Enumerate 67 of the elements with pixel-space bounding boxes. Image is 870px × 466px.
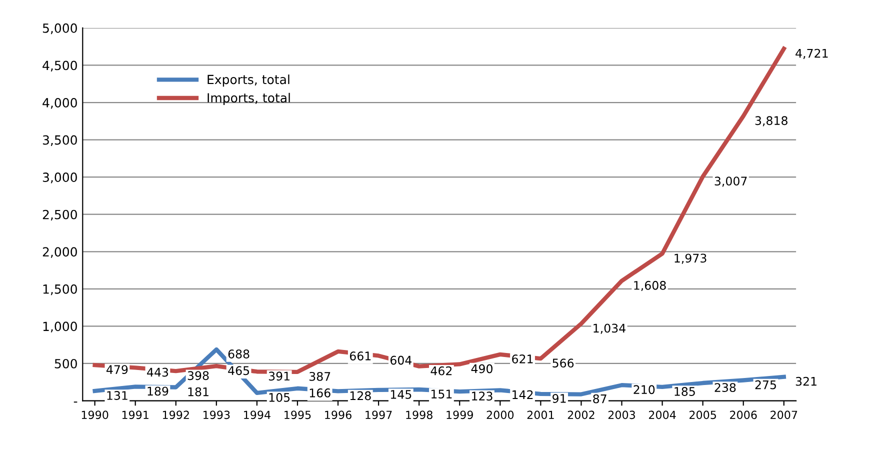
x-tick-label: 1990 bbox=[82, 410, 108, 420]
data-label: 688 bbox=[228, 350, 250, 358]
y-tick-label: 2,000 bbox=[42, 247, 77, 258]
y-tick-label: 2,500 bbox=[42, 210, 77, 221]
data-label: 321 bbox=[796, 376, 816, 386]
data-label: 3,818 bbox=[755, 116, 788, 126]
x-tick-label: 1997 bbox=[366, 410, 392, 420]
legend-label: Exports, total bbox=[208, 74, 290, 87]
x-tick-label: 1995 bbox=[284, 410, 311, 420]
data-label: 1,034 bbox=[594, 324, 626, 334]
y-tick-label: 3,500 bbox=[42, 135, 77, 146]
data-label: 398 bbox=[188, 371, 209, 380]
x-tick-label: 2006 bbox=[730, 410, 757, 420]
data-label: 185 bbox=[674, 387, 695, 396]
data-label: 166 bbox=[310, 388, 330, 398]
y-tick-label: 4,500 bbox=[42, 60, 77, 72]
x-tick-label: 2002 bbox=[568, 410, 594, 420]
data-label: 131 bbox=[107, 391, 128, 400]
data-label: 479 bbox=[106, 365, 128, 374]
data-label: 128 bbox=[350, 391, 371, 400]
data-label: 621 bbox=[512, 354, 533, 364]
x-tick-label: 1993 bbox=[203, 410, 230, 420]
x-tick-label: 1991 bbox=[122, 410, 148, 420]
data-label: 145 bbox=[390, 390, 412, 399]
x-tick-label: 2001 bbox=[527, 410, 554, 420]
data-label: 387 bbox=[309, 372, 330, 381]
data-label: 462 bbox=[430, 366, 452, 376]
data-label: 661 bbox=[350, 352, 371, 360]
x-tick-label: 2000 bbox=[486, 410, 514, 420]
x-tick-label: 1994 bbox=[244, 410, 270, 420]
y-tick-label: 5,000 bbox=[42, 23, 77, 34]
data-label: 181 bbox=[188, 387, 208, 396]
x-tick-label: 1996 bbox=[325, 410, 352, 420]
x-tick-label: 2003 bbox=[608, 410, 635, 420]
data-label: 4,721 bbox=[796, 48, 828, 59]
data-label: 123 bbox=[472, 392, 492, 401]
legend-label: Imports, total bbox=[208, 92, 290, 105]
x-tick-label: 2005 bbox=[689, 410, 716, 420]
data-label: 189 bbox=[148, 386, 168, 396]
x-tick-label: 2004 bbox=[648, 410, 676, 420]
y-tick-label: 3,000 bbox=[42, 172, 77, 184]
y-tick-label: - bbox=[74, 402, 78, 403]
y-tick-label: 1,500 bbox=[43, 284, 77, 296]
data-label: 142 bbox=[512, 390, 533, 399]
data-label: 1,973 bbox=[674, 254, 706, 264]
x-tick-label: 1999 bbox=[446, 410, 473, 420]
data-label: 87 bbox=[593, 394, 606, 404]
data-label: 465 bbox=[228, 366, 250, 376]
data-label: 151 bbox=[431, 390, 452, 398]
data-label: 238 bbox=[714, 383, 736, 392]
data-label: 91 bbox=[552, 394, 566, 403]
y-tick-label: 500 bbox=[54, 358, 77, 368]
data-label: 490 bbox=[471, 364, 492, 374]
data-label: 105 bbox=[269, 392, 290, 402]
x-tick-label: 1998 bbox=[406, 410, 432, 420]
x-tick-label: 1992 bbox=[162, 410, 189, 420]
data-label: 3,007 bbox=[714, 176, 747, 187]
data-label: 443 bbox=[147, 368, 168, 377]
data-label: 566 bbox=[552, 358, 574, 368]
y-tick-label: 4,000 bbox=[42, 98, 77, 109]
data-label: 210 bbox=[634, 385, 655, 394]
y-tick-label: 1,000 bbox=[43, 322, 77, 332]
x-tick-label: 2007 bbox=[770, 410, 798, 420]
data-label: 391 bbox=[268, 372, 290, 381]
data-label: 604 bbox=[390, 356, 412, 365]
data-label: 1,608 bbox=[634, 280, 666, 292]
data-label: 275 bbox=[755, 380, 776, 390]
